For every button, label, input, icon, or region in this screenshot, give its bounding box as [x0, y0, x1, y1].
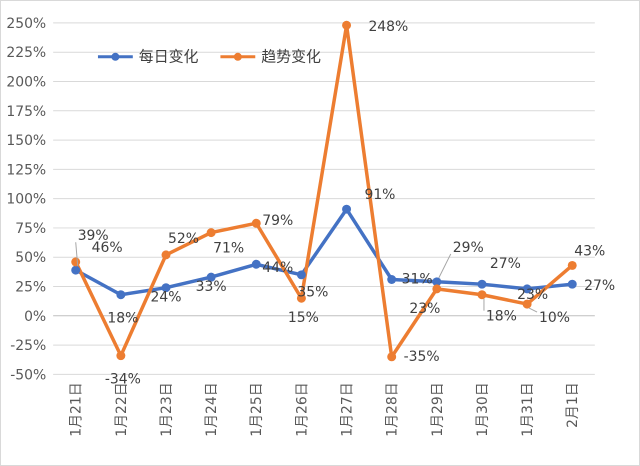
data-label: 33%	[196, 279, 227, 295]
data-point	[522, 299, 532, 309]
series-points	[71, 20, 577, 362]
y-tick-label: 0%	[24, 309, 46, 325]
y-tick-label: -25%	[10, 338, 46, 354]
data-label: 71%	[213, 241, 244, 257]
legend-marker-daily	[111, 52, 120, 61]
x-tick-label: 1月26日	[294, 382, 310, 436]
y-tick-label: -50%	[10, 367, 46, 383]
x-tick-label: 1月24日	[204, 382, 220, 436]
data-label: 52%	[168, 231, 199, 247]
data-label: 248%	[368, 19, 408, 35]
data-label: 23%	[517, 287, 548, 303]
data-point	[296, 270, 306, 280]
label-leader-lines	[75, 242, 538, 313]
data-point	[432, 277, 442, 287]
data-point	[477, 290, 487, 300]
series-lines	[74, 23, 574, 359]
y-tick-label: 200%	[6, 74, 46, 90]
data-point	[251, 218, 261, 228]
data-label: -34%	[105, 372, 141, 388]
data-point	[567, 260, 577, 270]
y-tick-label: 100%	[6, 192, 46, 208]
data-point	[477, 279, 487, 289]
data-label: 29%	[453, 240, 484, 256]
series-line-0	[74, 207, 573, 297]
x-tick-label: 1月22日	[114, 382, 130, 436]
x-tick-label: 1月27日	[340, 382, 356, 436]
data-label: 91%	[364, 187, 395, 203]
y-tick-label: 125%	[6, 162, 46, 178]
data-label: 27%	[584, 278, 615, 294]
data-point	[161, 250, 171, 260]
data-label: 31%	[402, 271, 433, 287]
y-tick-label: 25%	[15, 279, 46, 295]
data-point	[116, 290, 126, 300]
x-tick-label: 1月23日	[159, 382, 175, 436]
legend: 每日变化 趋势变化	[97, 48, 321, 66]
data-point	[432, 284, 442, 294]
data-label: -35%	[404, 349, 440, 365]
y-tick-label: 75%	[15, 221, 46, 237]
data-label: 10%	[539, 310, 570, 326]
data-label: 44%	[262, 260, 293, 276]
x-tick-label: 1月29日	[430, 382, 446, 436]
data-label: 27%	[490, 256, 521, 272]
data-label: 24%	[151, 290, 182, 306]
y-axis-ticks: -50% -25% 0% 25% 50% 75% 100% 125% 150% 175% 200% 2…	[6, 16, 46, 383]
series-line-1	[74, 23, 574, 359]
x-axis-ticks: 1月21日 1月22日 1月23日 1月24日 1月25日 1月26日 1月27日 1月28日…	[69, 382, 582, 436]
data-point	[206, 228, 216, 238]
x-tick-label: 1月28日	[385, 382, 401, 436]
leader-line	[438, 253, 452, 279]
y-tick-label: 50%	[15, 250, 46, 266]
y-tick-label: 225%	[6, 45, 46, 61]
data-point	[71, 265, 81, 275]
data-point	[522, 284, 532, 294]
data-point	[251, 259, 261, 269]
data-point	[206, 272, 216, 282]
data-label: 39%	[78, 228, 109, 244]
y-tick-label: 150%	[6, 133, 46, 149]
data-label: 35%	[297, 285, 328, 301]
data-point	[161, 283, 171, 293]
data-labels: 39% 18% 24% 33% 44%35% 91% 31% 29% 27% 23% 27% 46% -…	[78, 19, 615, 387]
leader-line	[528, 307, 538, 313]
x-tick-label: 2月1日	[565, 382, 581, 428]
y-tick-label: 250%	[6, 16, 46, 32]
data-point	[71, 257, 81, 267]
data-label: 23%	[409, 301, 440, 317]
leader-line	[75, 242, 79, 267]
x-tick-label: 1月31日	[520, 382, 536, 436]
legend-marker-trend	[233, 52, 242, 61]
data-label: 15%	[288, 310, 319, 326]
x-tick-label: 1月30日	[475, 382, 491, 436]
grid-lines	[53, 22, 595, 375]
legend-label-daily: 每日变化	[139, 48, 199, 66]
data-label: 18%	[107, 311, 138, 327]
data-label: 18%	[486, 309, 517, 325]
data-label: 46%	[92, 240, 123, 256]
data-label: 43%	[574, 243, 605, 259]
x-tick-label: 1月21日	[69, 382, 85, 436]
legend-label-trend: 趋势变化	[261, 48, 321, 66]
data-point	[387, 352, 397, 362]
data-point	[567, 279, 577, 289]
data-point	[342, 20, 352, 30]
x-tick-label: 1月25日	[249, 382, 265, 436]
data-point	[342, 204, 352, 214]
y-tick-label: 175%	[6, 104, 46, 120]
data-point	[296, 293, 306, 303]
data-point	[116, 351, 126, 361]
data-point	[387, 275, 397, 284]
data-label: 79%	[262, 213, 293, 229]
